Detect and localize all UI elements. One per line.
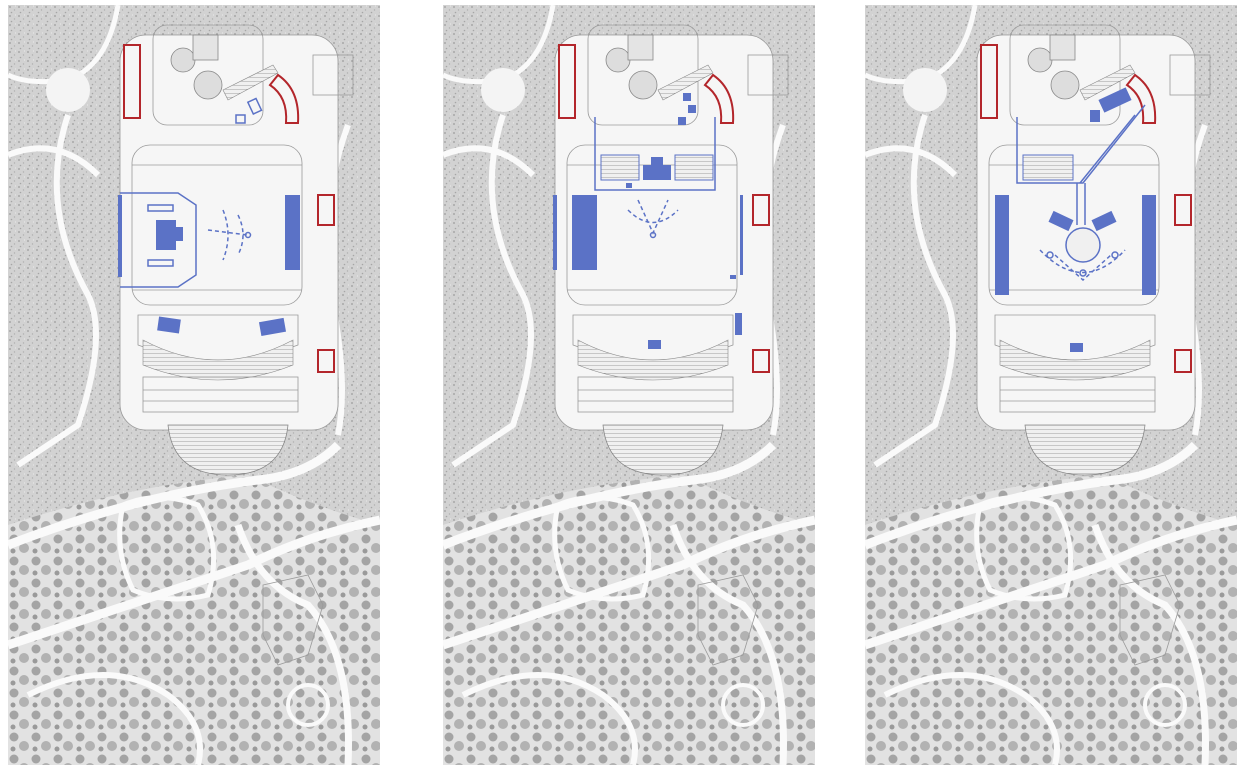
plan-panel-1 <box>8 5 380 765</box>
base-plan <box>865 5 1237 765</box>
plan-panel-3 <box>865 5 1237 765</box>
base-plan <box>8 5 380 765</box>
base-plan <box>443 5 815 765</box>
plan-panel-2 <box>443 5 815 765</box>
